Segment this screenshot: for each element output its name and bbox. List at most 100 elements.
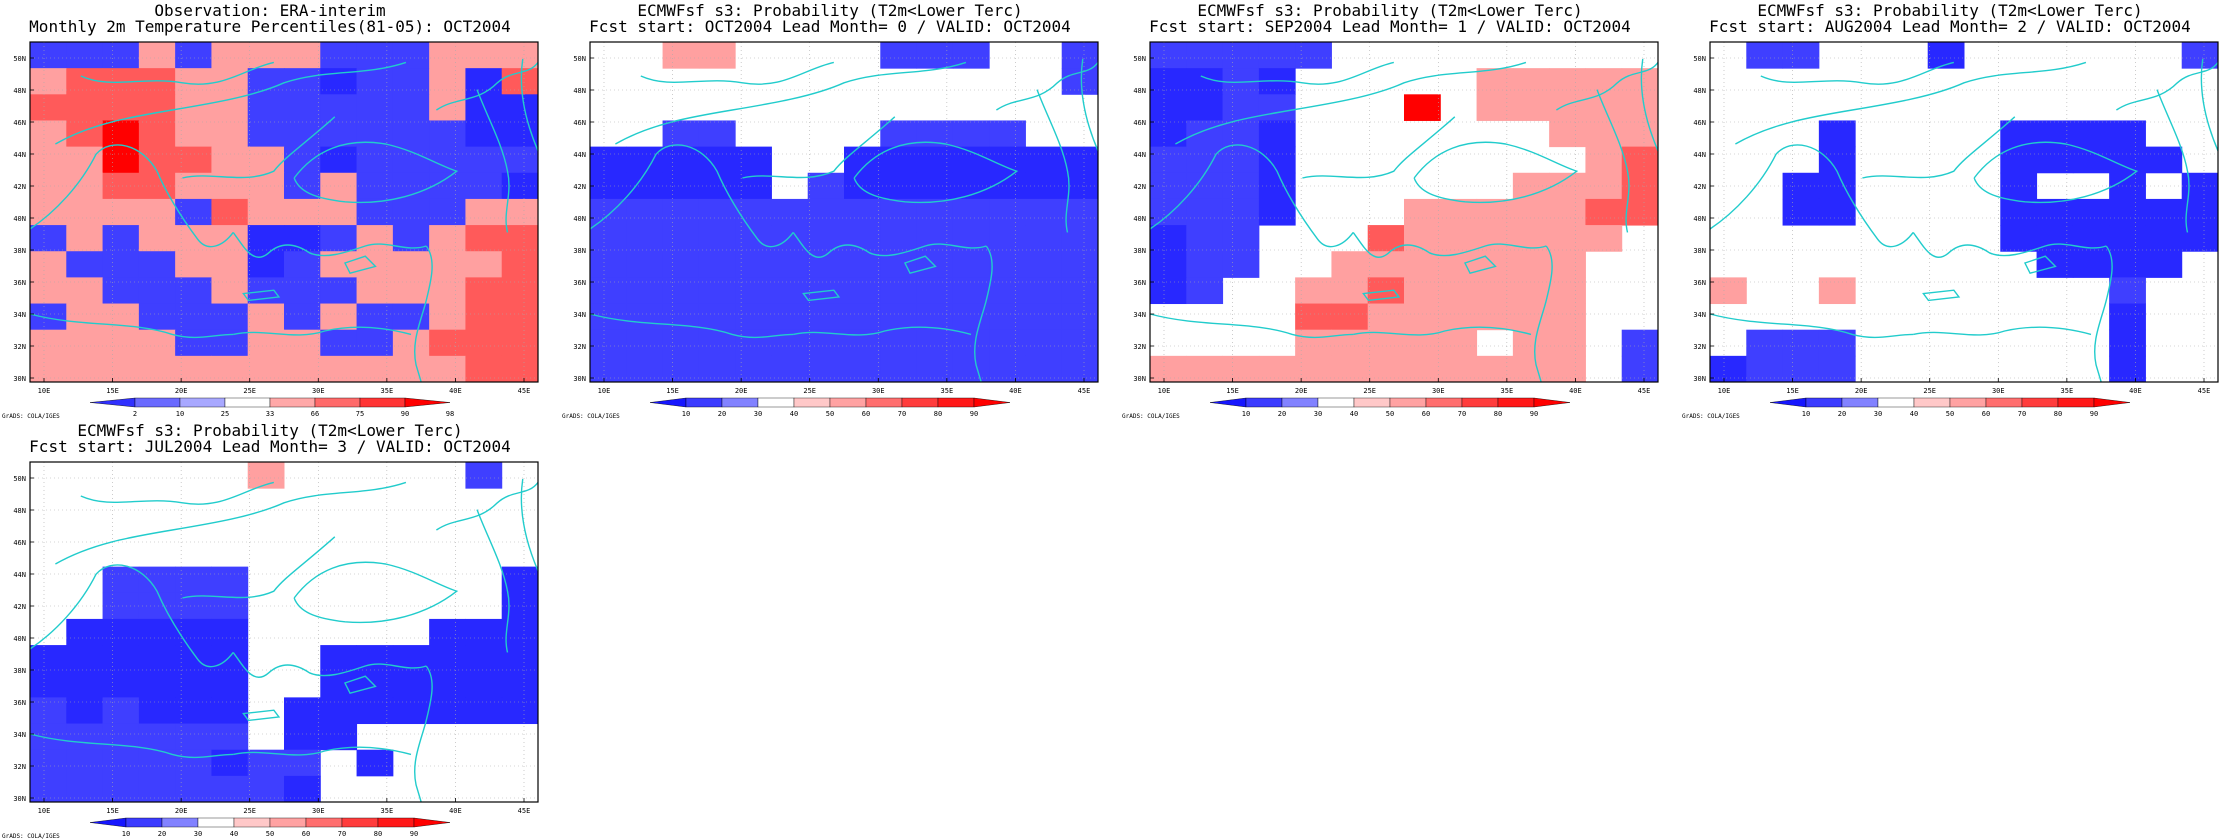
grid-cell <box>284 225 321 252</box>
grid-cell <box>102 120 140 148</box>
coastline <box>30 314 233 337</box>
grid-cell <box>66 94 104 121</box>
grid-cell <box>1818 120 1856 148</box>
grid-cell <box>501 645 539 672</box>
lon-tick-label: 10E <box>38 387 51 395</box>
coastline <box>1363 290 1399 300</box>
coastline <box>1913 327 2091 335</box>
grid-cell <box>662 277 700 305</box>
lon-tick-label: 25E <box>1923 387 1936 395</box>
grid-cell <box>211 277 249 305</box>
coastline <box>1353 327 1531 335</box>
grid-cell <box>1258 94 1296 121</box>
grid-cell <box>1150 355 1187 383</box>
grid-cell <box>807 303 845 331</box>
map-frame <box>1709 41 2219 383</box>
grid-cell <box>1818 146 1856 174</box>
colorbar-segment <box>1281 397 1319 408</box>
coastline <box>1597 90 1629 233</box>
grid-cell <box>989 146 1026 174</box>
grid-cell <box>1549 251 1586 278</box>
colorbar-segment <box>1805 397 1843 408</box>
grid-cell <box>1818 355 1856 383</box>
grid-cell <box>1621 329 1659 357</box>
grid-cell <box>1150 94 1187 121</box>
grid-cell <box>429 225 466 252</box>
grid-cell <box>1222 172 1260 200</box>
grid-cell <box>1621 120 1659 148</box>
colorbar-segment <box>1841 397 1879 408</box>
grid-cell <box>66 697 104 725</box>
grid-cell <box>989 120 1026 148</box>
grid-cell <box>66 671 104 698</box>
grid-cell <box>175 355 212 383</box>
grid-cell <box>1150 277 1187 305</box>
colorbar-label: 80 <box>374 830 382 838</box>
grid-cell <box>1512 251 1550 278</box>
colorbar-segment <box>89 817 127 828</box>
coastline <box>854 142 1017 202</box>
grid-cell <box>429 645 466 672</box>
grid-cell <box>392 251 430 278</box>
grid-cell <box>1476 355 1514 383</box>
lat-tick-label: 30N <box>1133 375 1146 383</box>
grid-cell <box>320 723 358 751</box>
grid-cell <box>66 225 104 252</box>
grid-cell <box>1746 355 1784 383</box>
grid-cell <box>175 566 212 594</box>
grid-cell <box>1061 303 1099 331</box>
grid-cell <box>465 697 503 725</box>
grid-cell <box>356 355 394 383</box>
grid-cell <box>284 775 321 803</box>
grid-cell <box>175 618 212 646</box>
map-plot: 30N 32N 34N 36N 38N 40N 42N 44N 46N 48N 50N 10E 15E 2… <box>0 0 540 420</box>
lon-tick-label: 30E <box>872 387 885 395</box>
lat-tick-label: 32N <box>13 343 26 351</box>
grid-cell <box>1150 146 1187 174</box>
grid-cell <box>429 251 466 278</box>
grid-cell <box>916 355 954 383</box>
grid-cell <box>66 355 104 383</box>
grid-cell <box>429 146 466 174</box>
colorbar-label: 80 <box>1494 410 1502 418</box>
coastline <box>30 565 233 667</box>
grid-cell <box>626 251 664 278</box>
grid-cell <box>30 671 67 698</box>
grid-cell <box>211 146 249 174</box>
grid-cell <box>844 303 881 331</box>
lat-tick-label: 30N <box>13 795 26 803</box>
grid-cell <box>138 277 176 305</box>
grid-cell <box>989 225 1026 252</box>
grid-cell <box>102 671 140 698</box>
grid-cell <box>952 198 990 226</box>
grid-cell <box>1404 277 1441 305</box>
coastline <box>55 482 406 564</box>
coastline <box>182 537 334 598</box>
grid-cell <box>989 355 1026 383</box>
colorbar-segment <box>973 397 1011 408</box>
lon-tick-label: 30E <box>1992 387 2005 395</box>
grid-cell <box>102 198 140 226</box>
colorbar-label: 10 <box>1242 410 1250 418</box>
grid-cell <box>771 251 809 278</box>
coastline <box>30 145 233 247</box>
grid-cell <box>844 251 881 278</box>
grid-cell <box>1331 277 1369 305</box>
grid-cell <box>211 251 249 278</box>
grid-cell <box>501 251 539 278</box>
map-frame <box>1149 41 1659 383</box>
grid-cell <box>1222 251 1260 278</box>
coastline <box>1175 62 1526 144</box>
coastline <box>590 314 793 337</box>
grid-cell <box>211 775 249 803</box>
grid-cell <box>465 68 503 95</box>
grid-cell <box>66 146 104 174</box>
grid-cell <box>320 198 358 226</box>
grid-cell <box>30 749 67 777</box>
lon-tick-label: 45E <box>518 387 531 395</box>
grid-cell <box>429 42 466 69</box>
map-plot: 30N 32N 34N 36N 38N 40N 42N 44N 46N 48N 50N 10E 15E 2… <box>0 420 540 840</box>
coastline <box>1150 145 1353 247</box>
grid-cell <box>1186 120 1224 148</box>
lon-tick-label: 10E <box>598 387 611 395</box>
